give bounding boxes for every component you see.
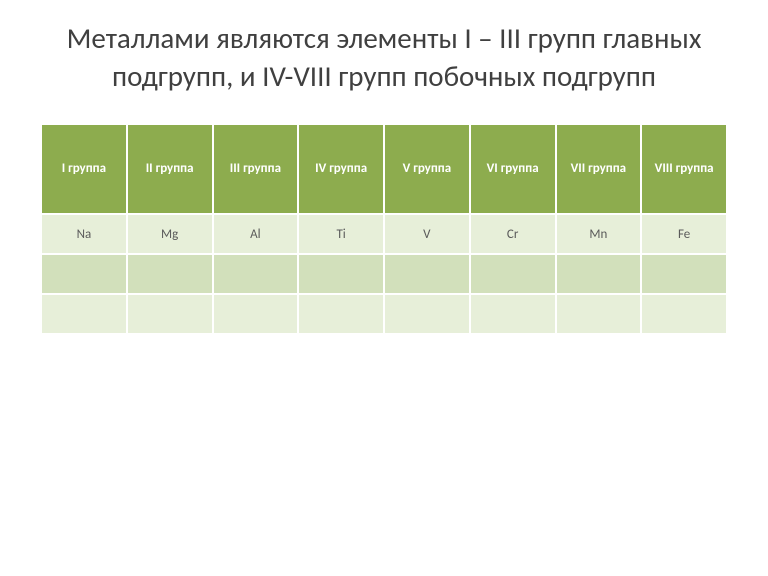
table-cell: Al	[214, 215, 298, 253]
table-cell: Mg	[128, 215, 212, 253]
table-header: III группа	[214, 125, 298, 213]
table-cell	[42, 255, 126, 293]
table-cell: Na	[42, 215, 126, 253]
table-cell	[299, 255, 383, 293]
table-cell: V	[385, 215, 469, 253]
table-cell: Ti	[299, 215, 383, 253]
table-row	[42, 295, 726, 333]
table-cell	[214, 255, 298, 293]
table-cell	[42, 295, 126, 333]
table-cell	[642, 255, 726, 293]
table-row: Na Mg Al Ti V Cr Mn Fe	[42, 215, 726, 253]
table-cell	[385, 295, 469, 333]
table-header: VIII группа	[642, 125, 726, 213]
table-cell	[299, 295, 383, 333]
table-cell	[128, 255, 212, 293]
table-cell	[385, 255, 469, 293]
table-cell	[214, 295, 298, 333]
table-header: V группа	[385, 125, 469, 213]
table-cell	[557, 295, 641, 333]
table-cell	[471, 295, 555, 333]
table-header: I группа	[42, 125, 126, 213]
table-cell	[128, 295, 212, 333]
table-header: VII группа	[557, 125, 641, 213]
table-cell: Mn	[557, 215, 641, 253]
elements-table: I группа II группа III группа IV группа …	[40, 123, 728, 335]
table-cell	[642, 295, 726, 333]
table-row	[42, 255, 726, 293]
table-cell	[471, 255, 555, 293]
table-cell: Cr	[471, 215, 555, 253]
table-cell: Fe	[642, 215, 726, 253]
page-title: Металлами являются элементы I – III груп…	[40, 20, 728, 95]
table-header-row: I группа II группа III группа IV группа …	[42, 125, 726, 213]
table-header: IV группа	[299, 125, 383, 213]
table-cell	[557, 255, 641, 293]
table-header: II группа	[128, 125, 212, 213]
table-header: VI группа	[471, 125, 555, 213]
